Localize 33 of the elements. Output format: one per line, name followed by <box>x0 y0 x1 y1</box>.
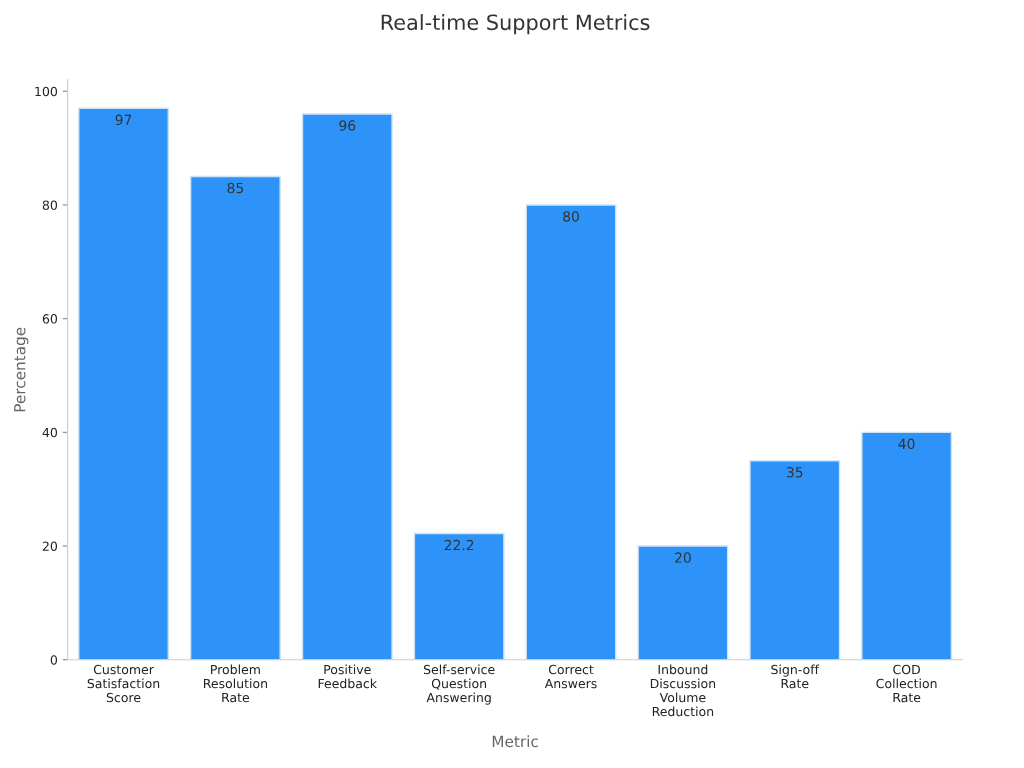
bar <box>413 532 505 660</box>
data-label: 22.2 <box>444 539 474 551</box>
y-tick-label: 20 <box>42 541 58 551</box>
x-tick-label: Positive Feedback <box>318 664 377 689</box>
x-tick-label: Self-service Question Answering <box>423 664 495 705</box>
y-tick-label: 100 <box>35 86 58 97</box>
bar <box>78 107 169 660</box>
x-axis-title: Metric <box>492 735 538 748</box>
y-tick-label: 40 <box>42 427 58 438</box>
data-label: 35 <box>786 467 803 478</box>
data-label: 97 <box>115 114 132 126</box>
data-label: 96 <box>339 120 356 131</box>
bar <box>301 113 393 660</box>
x-tick-label: Customer Satisfaction Score <box>87 664 160 703</box>
y-tick-label: 60 <box>42 314 58 324</box>
bar <box>525 204 617 660</box>
data-label: 85 <box>227 182 244 194</box>
x-tick-label: Problem Resolution Rate <box>203 664 267 703</box>
x-tick-label: COD Collection Rate <box>876 664 937 703</box>
data-label: 80 <box>563 211 579 222</box>
x-tick-label: Correct Answers <box>544 664 597 689</box>
bar <box>861 431 953 660</box>
data-label: 20 <box>675 552 691 563</box>
y-tick-label: 80 <box>42 200 58 210</box>
x-tick-label: Sign-off Rate <box>771 664 820 689</box>
y-tick-label: 0 <box>50 655 58 665</box>
data-label: 40 <box>898 438 915 450</box>
chart-title: Real-time Support Metrics <box>381 14 650 35</box>
bar <box>637 545 729 660</box>
bar <box>189 175 281 660</box>
y-axis-title: Percentage <box>14 327 29 412</box>
x-tick-label: Inbound Discussion Volume Reduction <box>650 664 716 717</box>
bar <box>749 460 841 660</box>
